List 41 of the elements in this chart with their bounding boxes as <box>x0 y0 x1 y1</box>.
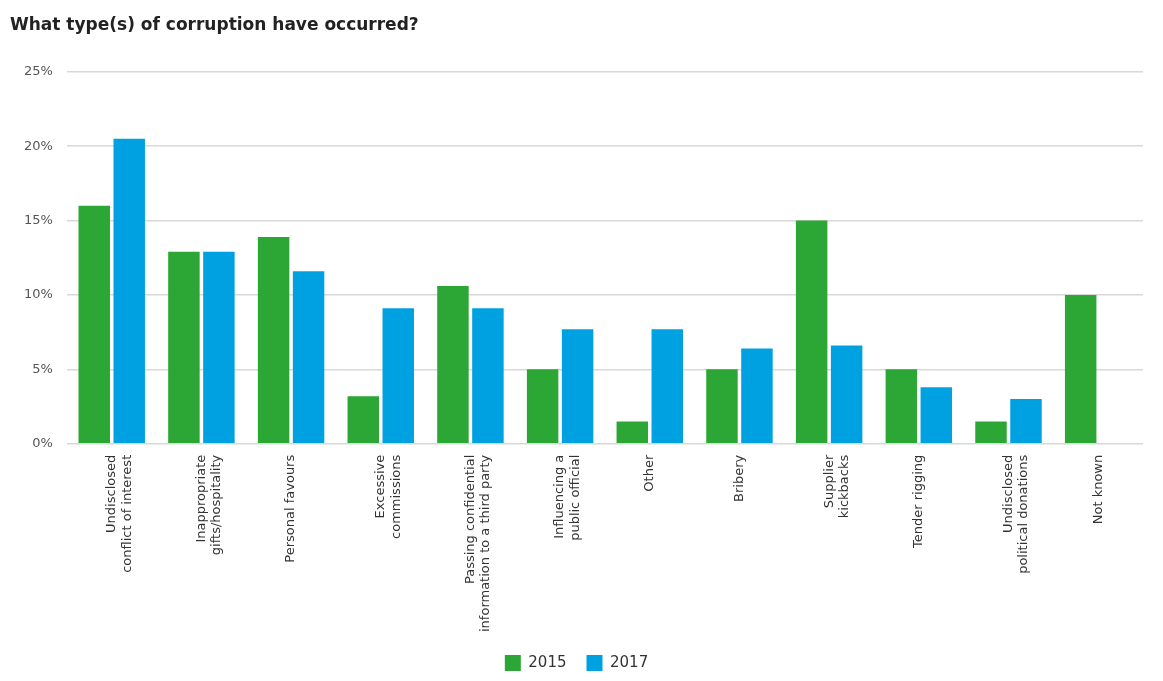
bar <box>920 387 953 443</box>
x-tick-label: Other <box>641 454 657 492</box>
bar <box>885 369 918 443</box>
x-tick-label: Undisclosed political donations <box>999 454 1031 574</box>
x-tick-label: Personal favours <box>282 454 298 563</box>
y-tick-label: 10% <box>23 286 53 302</box>
bar <box>741 348 773 443</box>
y-tick-label: 15% <box>23 211 53 227</box>
bar <box>830 345 863 443</box>
bar <box>203 251 235 443</box>
legend-label: 2015 <box>528 652 567 671</box>
bar <box>975 421 1007 443</box>
bar <box>78 205 110 443</box>
legend-label: 2017 <box>610 652 649 671</box>
bar <box>437 286 469 443</box>
bar <box>292 271 325 443</box>
x-tick-label: Undisclosed conflict of interest <box>103 454 134 573</box>
bar <box>561 329 594 443</box>
y-tick-label: 0% <box>32 435 53 451</box>
chart-title: What type(s) of corruption have occurred? <box>10 14 419 34</box>
bar <box>795 220 828 443</box>
y-tick-label: 25% <box>23 63 53 79</box>
y-tick-label: 5% <box>32 360 53 376</box>
x-tick-label: Supplier kickbacks <box>820 454 852 519</box>
bar <box>472 308 504 443</box>
y-tick-label: 20% <box>23 137 53 153</box>
bar <box>651 329 684 443</box>
bar <box>1064 294 1097 443</box>
bar <box>347 396 380 443</box>
bar <box>168 251 200 443</box>
bar <box>257 236 290 443</box>
bar <box>526 369 559 443</box>
x-tick-label: Bribery <box>730 454 746 502</box>
bar <box>382 308 414 443</box>
bar <box>616 421 649 443</box>
x-tick-label: Not known <box>1089 454 1105 525</box>
bar <box>706 369 738 443</box>
bar <box>113 138 145 443</box>
x-tick-label: Tender rigging <box>910 454 926 550</box>
bar <box>1010 399 1042 443</box>
x-tick-label: Excessive commissions <box>372 454 403 539</box>
